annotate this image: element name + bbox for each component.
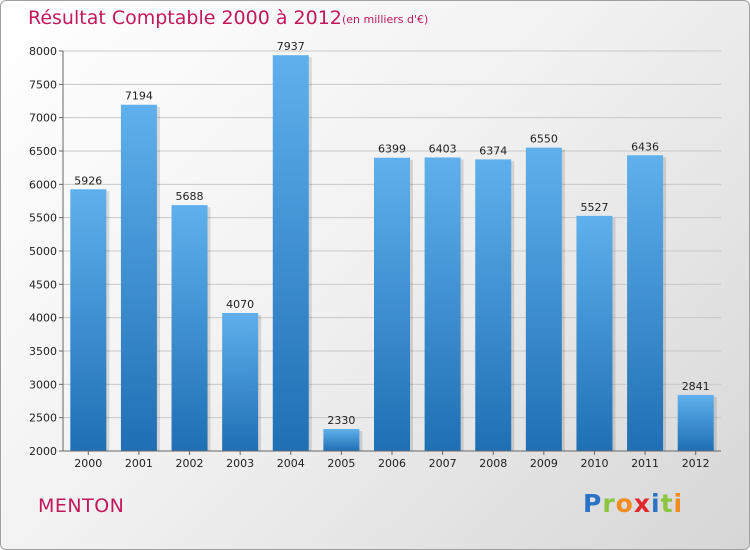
y-tick-label: 3500 xyxy=(29,345,57,358)
x-tick-label: 2002 xyxy=(176,457,204,470)
y-tick-label: 5000 xyxy=(29,245,57,258)
data-label: 5688 xyxy=(176,190,204,203)
bar xyxy=(424,157,461,451)
y-tick-label: 7500 xyxy=(29,78,57,91)
data-label: 2841 xyxy=(682,380,710,393)
bar xyxy=(323,429,360,451)
y-tick-label: 2500 xyxy=(29,412,57,425)
logo-letter: i xyxy=(651,489,661,518)
bar xyxy=(120,104,157,451)
data-label: 4070 xyxy=(226,298,254,311)
bar xyxy=(272,55,309,451)
bar xyxy=(525,147,562,451)
logo-letter: P xyxy=(583,489,603,518)
logo-letter: i xyxy=(673,489,684,518)
data-label: 6436 xyxy=(631,140,659,153)
data-label: 6374 xyxy=(479,144,507,157)
data-label: 5926 xyxy=(74,174,102,187)
y-tick-label: 6500 xyxy=(29,145,57,158)
x-tick-label: 2006 xyxy=(378,457,406,470)
bar xyxy=(627,155,664,451)
logo-letter: x xyxy=(633,489,651,518)
y-tick-label: 4000 xyxy=(29,312,57,325)
bar xyxy=(222,313,259,451)
y-tick-label: 2000 xyxy=(29,445,57,458)
x-tick-label: 2004 xyxy=(277,457,305,470)
bar xyxy=(677,394,714,451)
data-label: 7937 xyxy=(277,40,305,53)
y-tick-label: 5500 xyxy=(29,212,57,225)
data-label: 7194 xyxy=(125,90,153,103)
x-tick-label: 2005 xyxy=(327,457,355,470)
logo-letter: t xyxy=(660,489,674,518)
data-label: 2330 xyxy=(327,414,355,427)
bar xyxy=(475,159,512,451)
bar xyxy=(576,215,613,451)
x-tick-label: 2001 xyxy=(125,457,153,470)
bar xyxy=(171,205,208,451)
x-tick-label: 2000 xyxy=(74,457,102,470)
y-tick-label: 4500 xyxy=(29,278,57,291)
y-tick-label: 3000 xyxy=(29,378,57,391)
proxiti-logo: Proxiti xyxy=(583,489,683,518)
logo-letter: o xyxy=(615,489,634,518)
x-tick-label: 2007 xyxy=(429,457,457,470)
city-name: MENTON xyxy=(38,495,125,517)
data-label: 5527 xyxy=(580,201,608,214)
y-tick-label: 6000 xyxy=(29,178,57,191)
x-axis: 2000 2001 2002 2003 2004 2005 2006 2007 2008 2009… xyxy=(63,450,721,470)
y-tick-label: 8000 xyxy=(29,45,57,58)
x-tick-label: 2010 xyxy=(580,457,608,470)
bars: 5926 7194 5688 4070 7937 2330 6399 6403 6374 6550… xyxy=(70,40,717,451)
x-tick-label: 2011 xyxy=(631,457,659,470)
y-tick-label: 7000 xyxy=(29,112,57,125)
logo-letter: r xyxy=(602,489,616,518)
data-label: 6399 xyxy=(378,143,406,156)
data-label: 6550 xyxy=(530,133,558,146)
x-tick-label: 2003 xyxy=(226,457,254,470)
bar xyxy=(374,157,410,451)
x-tick-label: 2012 xyxy=(682,457,710,470)
x-tick-label: 2009 xyxy=(530,457,558,470)
x-tick-label: 2008 xyxy=(479,457,507,470)
bar xyxy=(70,189,107,451)
y-axis: 2000 2500 3000 3500 4000 4500 5000 5500 6000 6500… xyxy=(29,45,64,458)
chart-subtitle: (en milliers d'€) xyxy=(342,13,429,26)
chart-title: Résultat Comptable 2000 à 2012 xyxy=(28,7,342,29)
data-label: 6403 xyxy=(429,142,457,155)
